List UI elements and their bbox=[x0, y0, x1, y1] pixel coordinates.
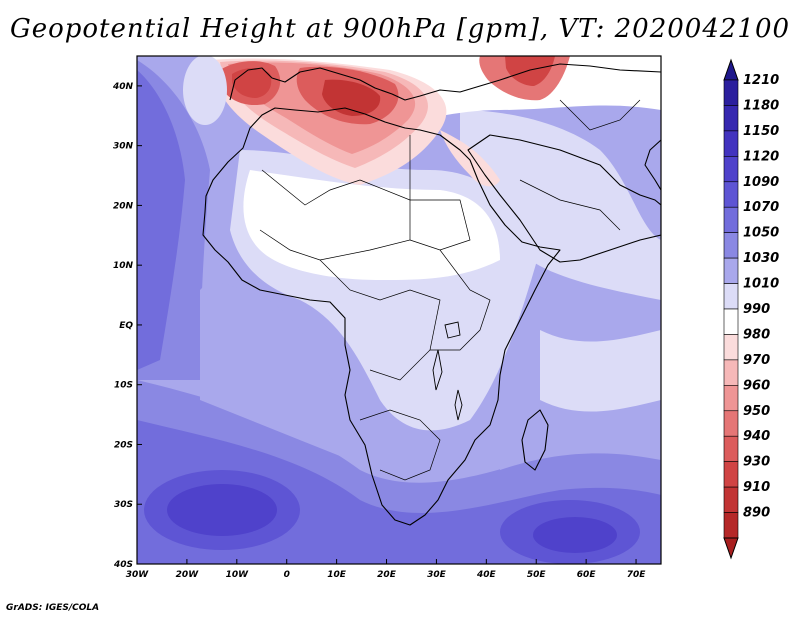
lon-tick-label: 30E bbox=[427, 570, 447, 580]
colorbar-label: 930 bbox=[743, 455, 770, 470]
plot-frame bbox=[136, 55, 662, 565]
colorbar-label: 970 bbox=[743, 353, 770, 368]
field-low-mediterranean-core bbox=[322, 79, 381, 116]
lat-tick-label: 20S bbox=[114, 440, 133, 450]
colorbar-swatch bbox=[723, 410, 739, 437]
border-sudan bbox=[409, 135, 471, 251]
colorbar-label: 1070 bbox=[743, 200, 779, 215]
lon-tick-label: 60E bbox=[577, 570, 597, 580]
europe-coastline bbox=[229, 63, 661, 101]
colorbar-swatch bbox=[723, 334, 739, 361]
colorbar-swatch bbox=[723, 359, 739, 386]
colorbar-label: 950 bbox=[743, 404, 770, 419]
colorbar-label: 1120 bbox=[743, 149, 779, 164]
africa-coastline bbox=[202, 107, 561, 526]
lat-tick-label: EQ bbox=[119, 321, 133, 331]
colorbar-swatch bbox=[723, 130, 739, 157]
lon-tick-label: 40E bbox=[476, 570, 497, 580]
colorbar-label: 1210 bbox=[743, 73, 779, 88]
colorbar: 1210 1180 1150 1120 1090 1070 1050 1030 1010 990 9… bbox=[723, 58, 779, 560]
border-arabia bbox=[519, 179, 621, 231]
colorbar-swatch bbox=[723, 461, 739, 488]
border-southern-africa bbox=[359, 409, 441, 481]
lake-tanganyika bbox=[432, 349, 443, 391]
lon-tick-label: 10E bbox=[327, 570, 347, 580]
lon-tick-label: 50E bbox=[527, 570, 547, 580]
border-central-africa bbox=[319, 259, 441, 381]
colorbar-label: 1180 bbox=[743, 98, 779, 113]
plot-area bbox=[137, 56, 661, 564]
field-high-south-atlantic-core bbox=[167, 484, 277, 536]
lat-tick-label: 30N bbox=[113, 142, 134, 152]
field-contour-atlantic-core bbox=[137, 70, 185, 370]
colorbar-swatch bbox=[723, 156, 739, 183]
colorbar-swatch bbox=[723, 232, 739, 259]
lon-tick-label: 20W bbox=[176, 570, 200, 580]
india-coastline bbox=[644, 139, 661, 191]
colorbar-swatch bbox=[723, 206, 739, 233]
border-east-africa bbox=[430, 249, 491, 351]
border-iran bbox=[559, 99, 641, 131]
field-contour-east-indian bbox=[540, 330, 661, 412]
colorbar-swatch bbox=[723, 79, 739, 106]
colorbar-swatch bbox=[723, 435, 739, 462]
lat-tick-label: 10N bbox=[113, 261, 134, 271]
map-title: Geopotential Height at 900hPa [gpm], VT:… bbox=[9, 14, 791, 44]
lat-tick-label: 40S bbox=[113, 560, 133, 570]
colorbar-swatch bbox=[723, 283, 739, 310]
lon-tick-label: 10W bbox=[226, 570, 250, 580]
field-azores-pale bbox=[183, 56, 227, 125]
country-borders bbox=[259, 99, 641, 481]
colorbar-swatch bbox=[723, 512, 739, 539]
lat-tick-label: 10S bbox=[114, 381, 133, 391]
field-contour-equatorial-atlantic bbox=[200, 280, 350, 460]
madagascar-coastline bbox=[521, 409, 549, 471]
colorbar-label: 1090 bbox=[743, 175, 779, 190]
colorbar-swatch bbox=[723, 385, 739, 412]
colorbar-label: 890 bbox=[743, 506, 770, 521]
field-low-egypt-ridge bbox=[440, 130, 500, 187]
lon-tick-label: 30W bbox=[126, 570, 150, 580]
field-low-iberia-core bbox=[232, 68, 272, 98]
axis-ticks: 30W 20W 10W 0 10E 20E 30E 40E 50E 60E 70E 40N 30N 20N… bbox=[112, 82, 646, 580]
border-sahara-west bbox=[261, 169, 361, 206]
colorbar-label: 940 bbox=[743, 429, 770, 444]
arabia-coastline bbox=[467, 134, 661, 263]
lat-tick-label: 40N bbox=[112, 82, 134, 92]
lon-tick-label: 0 bbox=[284, 570, 290, 580]
colorbar-swatch bbox=[723, 308, 739, 335]
colorbar-swatch bbox=[723, 105, 739, 132]
lakes bbox=[432, 321, 463, 421]
colorbar-lower-arrow bbox=[723, 537, 739, 560]
lon-tick-label: 20E bbox=[377, 570, 397, 580]
lake-malawi bbox=[454, 389, 463, 421]
field-contour-sahara bbox=[243, 170, 500, 280]
lat-tick-label: 30S bbox=[114, 500, 133, 510]
grads-credit: GrADS: IGES/COLA bbox=[6, 603, 100, 613]
field-high-south-indian-core bbox=[533, 517, 617, 553]
lat-tick-label: 20N bbox=[113, 201, 134, 211]
field-low-anatolia-core bbox=[505, 56, 555, 86]
colorbar-label: 1150 bbox=[743, 124, 779, 139]
colorbar-label: 1050 bbox=[743, 226, 779, 241]
coastlines bbox=[202, 63, 661, 526]
colorbar-label: 1030 bbox=[743, 251, 779, 266]
lon-tick-label: 70E bbox=[627, 570, 647, 580]
colorbar-upper-arrow bbox=[723, 58, 739, 81]
colorbar-swatch bbox=[723, 486, 739, 513]
colorbar-label: 990 bbox=[743, 302, 770, 317]
field-contour-arabia bbox=[460, 110, 661, 300]
colorbar-label: 960 bbox=[743, 378, 770, 393]
colorbar-label: 980 bbox=[743, 327, 770, 342]
colorbar-label: 910 bbox=[743, 480, 770, 495]
colorbar-swatch bbox=[723, 181, 739, 208]
colorbar-label: 1010 bbox=[743, 277, 779, 292]
lake-victoria bbox=[444, 321, 461, 339]
colorbar-swatch bbox=[723, 257, 739, 284]
